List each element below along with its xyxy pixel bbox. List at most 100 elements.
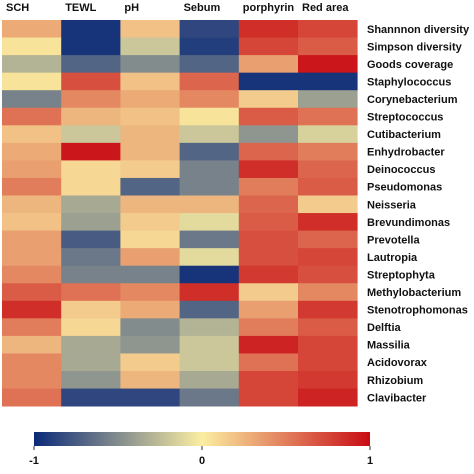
heatmap-cell-staphylococcus-tewl (61, 72, 121, 91)
heatmap-cell-cutibacterium-tewl (61, 125, 121, 144)
heatmap-cell-staphylococcus-sch (2, 72, 62, 91)
heatmap-cell-pseudomonas-red-area (298, 177, 358, 196)
heatmap-cell-shannnon-diversity-tewl (61, 20, 121, 38)
heatmap-cell-stenotrophomonas-porphyrin (238, 300, 299, 319)
heatmap-cell-lautropia-red-area (298, 248, 358, 267)
heatmap-cell-methylobacterium-sch (2, 283, 62, 302)
heatmap-cell-lautropia-tewl (61, 248, 121, 267)
heatmap-cell-rhizobium-sch (2, 371, 62, 389)
heatmap-cell-stenotrophomonas-red-area (298, 300, 358, 319)
heatmap-cell-pseudomonas-sebum (179, 177, 240, 196)
heatmap-cell-goods-coverage-tewl (61, 55, 121, 74)
row-label-methylobacterium: Methylobacterium (367, 287, 461, 299)
column-label-red-area: Red area (302, 2, 349, 14)
heatmap-cell-lautropia-sch (2, 248, 62, 267)
heatmap-cell-shannnon-diversity-porphyrin (238, 20, 299, 38)
row-label-prevotella: Prevotella (367, 234, 420, 246)
heatmap-cell-cutibacterium-ph (120, 125, 180, 144)
heatmap-cell-corynebacterium-sebum (179, 90, 240, 109)
heatmap-cell-streptococcus-tewl (61, 107, 121, 126)
row-label-lautropia: Lautropia (367, 252, 418, 264)
heatmap-cell-delftia-tewl (61, 318, 121, 337)
heatmap-cell-cutibacterium-porphyrin (238, 125, 299, 144)
row-labels: Shannnon diversity Simpson diversity Goods… (367, 24, 470, 405)
heatmap-cell-deinococcus-sebum (179, 160, 240, 179)
row-label-neisseria: Neisseria (367, 199, 417, 211)
row-label-pseudomonas: Pseudomonas (367, 182, 442, 194)
column-label-sch: SCH (6, 2, 29, 14)
heatmap-cell-stenotrophomonas-ph (120, 300, 180, 319)
heatmap-cell-brevundimonas-sch (2, 213, 62, 231)
heatmap-cell-enhydrobacter-ph (120, 142, 180, 161)
heatmap-cell-clavibacter-ph (120, 388, 180, 407)
heatmap-cell-streptophyta-red-area (298, 265, 358, 284)
row-label-simpson-diversity: Simpson diversity (367, 41, 463, 53)
heatmap-cell-acidovorax-sch (2, 353, 62, 372)
heatmap-cell-lautropia-sebum (179, 248, 240, 267)
heatmap-cell-streptococcus-porphyrin (238, 107, 299, 126)
heatmap-cell-goods-coverage-porphyrin (238, 55, 299, 74)
heatmap-cell-streptophyta-porphyrin (238, 265, 299, 284)
row-label-rhizobium: Rhizobium (367, 375, 423, 387)
row-label-goods-coverage: Goods coverage (367, 59, 453, 71)
heatmap-cell-brevundimonas-ph (120, 213, 180, 231)
heatmap-cell-prevotella-red-area (298, 230, 358, 249)
heatmap-cell-streptococcus-sch (2, 107, 62, 126)
heatmap-cell-acidovorax-porphyrin (238, 353, 299, 372)
heatmap-cell-enhydrobacter-sebum (179, 142, 240, 161)
heatmap-cell-deinococcus-ph (120, 160, 180, 179)
heatmap-cell-corynebacterium-red-area (298, 90, 358, 109)
heatmap-cell-neisseria-red-area (298, 195, 358, 214)
row-label-massilia: Massilia (367, 340, 411, 352)
heatmap-cell-simpson-diversity-porphyrin (238, 37, 299, 56)
row-label-corynebacterium: Corynebacterium (367, 94, 458, 106)
column-label-ph: pH (124, 2, 139, 14)
heatmap-cell-rhizobium-sebum (179, 371, 240, 389)
heatmap-cell-streptophyta-sebum (179, 265, 240, 284)
heatmap-cell-prevotella-porphyrin (238, 230, 299, 249)
heatmap-cell-streptophyta-sch (2, 265, 62, 284)
heatmap-cell-clavibacter-red-area (298, 388, 358, 407)
heatmap-cells (2, 20, 358, 407)
colorbar-tick-label: 0 (199, 455, 205, 467)
row-label-shannnon-diversity: Shannnon diversity (367, 24, 470, 36)
heatmap-cell-neisseria-tewl (61, 195, 121, 214)
heatmap-cell-streptococcus-sebum (179, 107, 240, 126)
heatmap-cell-acidovorax-sebum (179, 353, 240, 372)
heatmap-cell-streptophyta-ph (120, 265, 180, 284)
heatmap-cell-stenotrophomonas-sch (2, 300, 62, 319)
row-label-brevundimonas: Brevundimonas (367, 217, 450, 229)
heatmap-cell-streptophyta-tewl (61, 265, 121, 284)
heatmap-cell-methylobacterium-ph (120, 283, 180, 302)
row-label-stenotrophomonas: Stenotrophomonas (367, 305, 468, 317)
column-label-porphyrin: porphyrin (243, 2, 295, 14)
heatmap-cell-massilia-tewl (61, 335, 121, 354)
heatmap-cell-corynebacterium-ph (120, 90, 180, 109)
heatmap-cell-streptococcus-red-area (298, 107, 358, 126)
heatmap-cell-simpson-diversity-sebum (179, 37, 240, 56)
row-label-clavibacter: Clavibacter (367, 392, 427, 404)
heatmap-cell-pseudomonas-ph (120, 177, 180, 196)
heatmap-cell-corynebacterium-sch (2, 90, 62, 109)
heatmap-cell-clavibacter-sebum (179, 388, 240, 407)
heatmap-cell-goods-coverage-ph (120, 55, 180, 74)
heatmap-cell-rhizobium-ph (120, 371, 180, 389)
heatmap-cell-brevundimonas-red-area (298, 213, 358, 231)
row-label-streptococcus: Streptococcus (367, 112, 443, 124)
heatmap-cell-massilia-ph (120, 335, 180, 354)
heatmap-cell-cutibacterium-red-area (298, 125, 358, 144)
heatmap-cell-deinococcus-red-area (298, 160, 358, 179)
heatmap-cell-clavibacter-tewl (61, 388, 121, 407)
heatmap-cell-staphylococcus-sebum (179, 72, 240, 91)
heatmap-cell-staphylococcus-red-area (298, 72, 358, 91)
heatmap-cell-staphylococcus-porphyrin (238, 72, 299, 91)
row-label-streptophyta: Streptophyta (367, 269, 436, 281)
heatmap-cell-rhizobium-porphyrin (238, 371, 299, 389)
heatmap-cell-prevotella-tewl (61, 230, 121, 249)
heatmap-cell-enhydrobacter-tewl (61, 142, 121, 161)
heatmap-cell-rhizobium-tewl (61, 371, 121, 389)
heatmap-cell-acidovorax-ph (120, 353, 180, 372)
heatmap-cell-neisseria-ph (120, 195, 180, 214)
heatmap-cell-deinococcus-sch (2, 160, 62, 179)
column-label-sebum: Sebum (184, 2, 221, 14)
